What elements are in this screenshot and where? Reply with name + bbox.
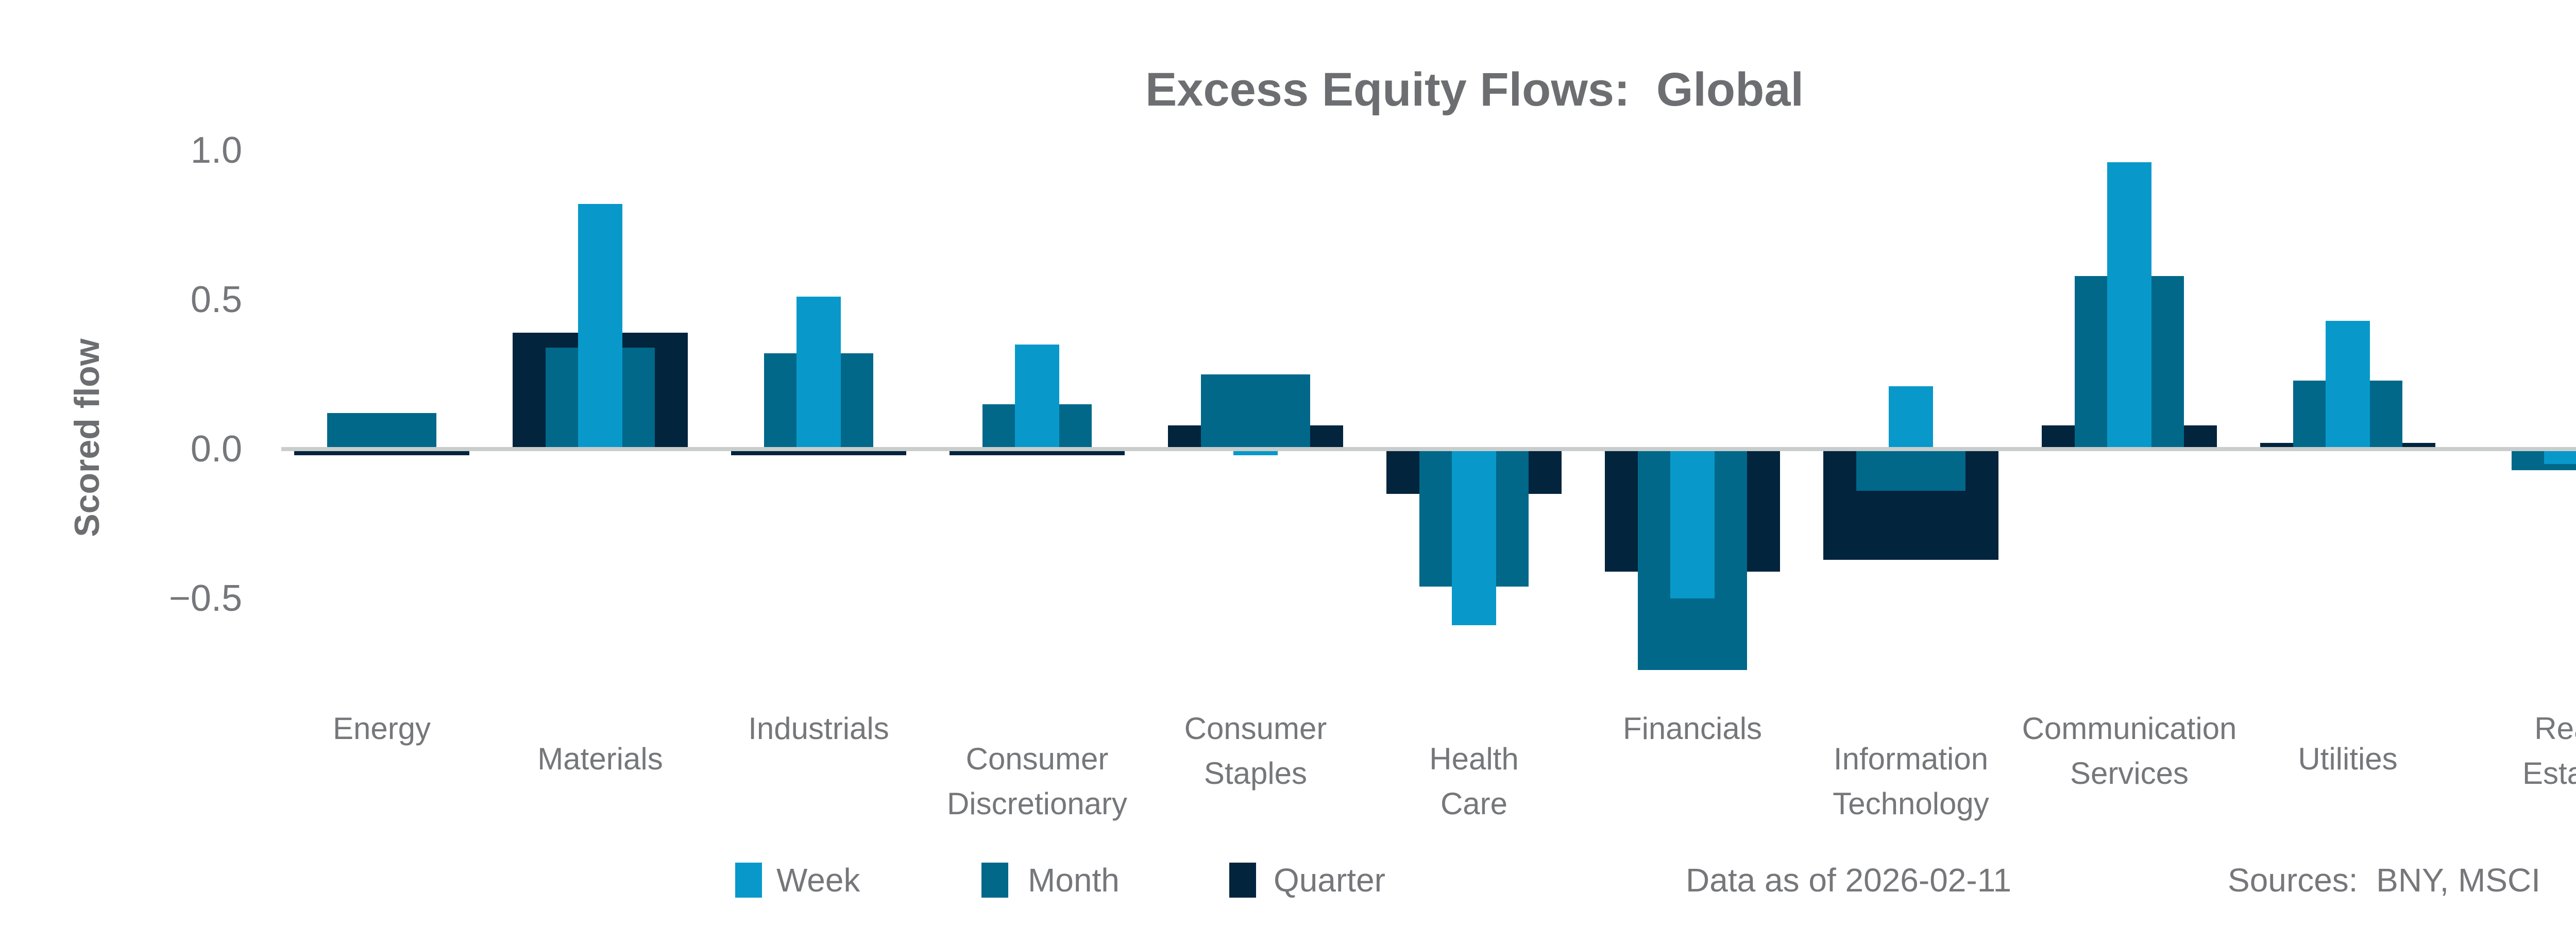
bar-week-consumer-discretionary [1015, 345, 1059, 449]
quarter-legend-swatch-icon [1229, 863, 1256, 898]
x-label-materials: Materials [537, 742, 663, 776]
bar-week-financials [1670, 449, 1715, 598]
bar-month-energy [327, 413, 436, 449]
y-tick-label-1-0: 1.0 [190, 130, 242, 171]
legend-label-quarter: Quarter [1274, 862, 1385, 899]
as-of-note: Data as of 2026-02-11 [1686, 862, 2012, 899]
x-label-financials: Financials [1622, 711, 1762, 746]
x-label-health-care: Health Care [1429, 742, 1519, 821]
week-legend-swatch-icon [735, 863, 762, 898]
bar-week-materials [578, 204, 622, 449]
x-label-utilities: Utilities [2298, 742, 2398, 776]
bar-quarter-industrials [731, 449, 906, 455]
x-label-consumer-staples: Consumer Staples [1184, 711, 1327, 791]
x-label-consumer-discretionary: Consumer Discretionary [946, 742, 1128, 821]
bar-week-information-technology [1889, 386, 1933, 449]
bar-week-utilities [2326, 320, 2370, 449]
x-label-communication-services: Communication Services [2022, 711, 2237, 791]
bar-week-consumer-staples [1233, 449, 1278, 455]
y-tick-label-0-5: 0.5 [190, 279, 242, 320]
bar-week-communication-services [2107, 162, 2151, 449]
x-label-industrials: Industrials [748, 711, 889, 746]
bar-month-consumer-staples [1201, 374, 1310, 449]
sources-note: Sources: BNY, MSCI [2228, 862, 2541, 899]
x-label-real-estate: RealEstate [2522, 711, 2576, 791]
month-legend-swatch-icon [981, 863, 1008, 898]
legend-label-week: Week [776, 862, 860, 899]
x-axis-zero-line [281, 447, 2576, 451]
bar-week-industrials [796, 297, 841, 449]
bar-quarter-energy [294, 449, 469, 455]
x-label-information-technology: Information Technology [1833, 742, 1989, 821]
bar-week-health-care [1452, 449, 1496, 626]
bar-month-information-technology [1856, 449, 1965, 491]
legend-label-month: Month [1028, 862, 1120, 899]
y-tick-label-0-5: −0.5 [168, 578, 242, 619]
chart-title: Excess Equity Flows: Global [1145, 63, 1804, 116]
bar-week-real-estate [2544, 449, 2576, 464]
x-label-energy: Energy [332, 711, 431, 746]
y-tick-label-0-0: 0.0 [190, 428, 242, 470]
bar-quarter-consumer-discretionary [950, 449, 1125, 455]
